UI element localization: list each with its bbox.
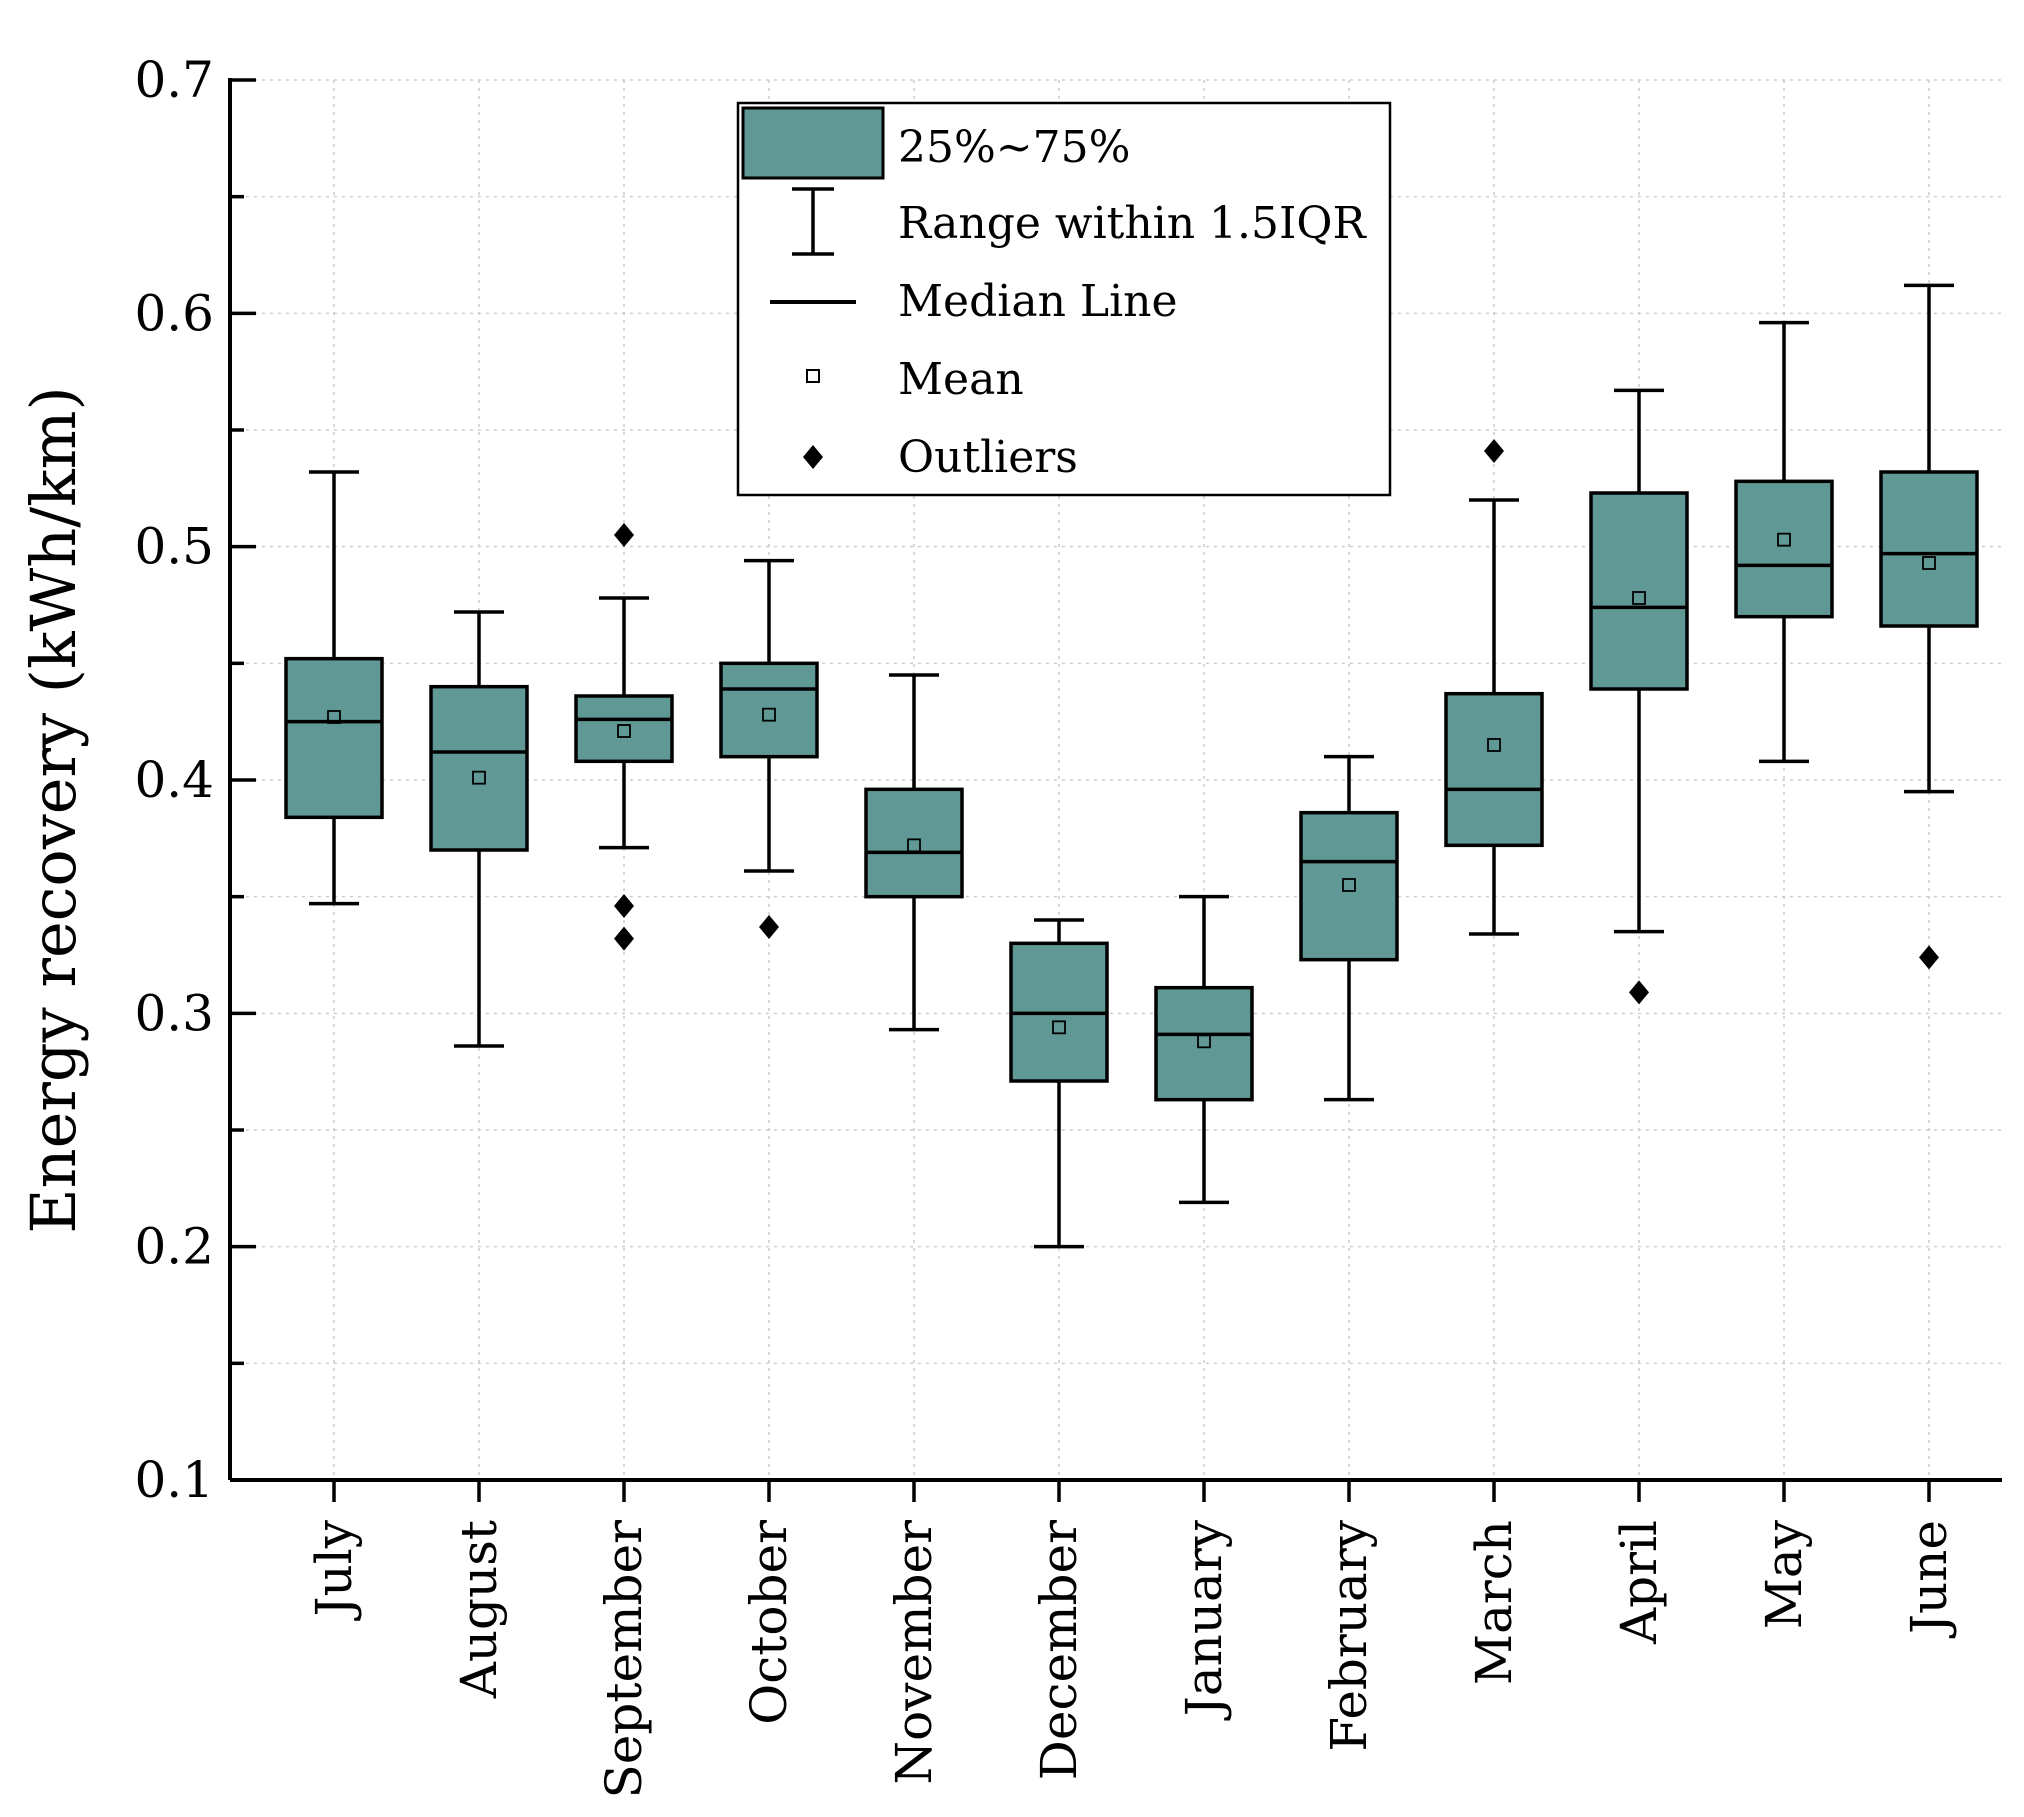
legend-whisker-label: Range within 1.5IQR: [898, 198, 1367, 249]
iqr-box: [574, 694, 674, 764]
outlier-marker: [1919, 945, 1939, 970]
iqr-box: [429, 684, 529, 852]
legend-box-label: 25%~75%: [898, 122, 1130, 173]
mean-marker: [617, 724, 631, 738]
box-june: [1879, 283, 1979, 970]
mean-marker: [472, 770, 486, 785]
iqr-box: [1444, 691, 1544, 848]
x-tick-label: June: [1900, 1520, 1958, 1639]
iqr-box: [284, 656, 384, 820]
mean-marker: [327, 710, 341, 724]
x-tick-label: July: [305, 1519, 363, 1621]
x-tick-label: April: [1610, 1520, 1668, 1645]
outlier-marker: [1484, 439, 1504, 463]
mean-marker: [1052, 1020, 1066, 1035]
box-series: [284, 283, 1979, 1249]
mean-marker: [762, 707, 776, 722]
iqr-box: [1589, 491, 1689, 691]
box-february: [1299, 754, 1399, 1102]
box-july: [284, 470, 384, 906]
y-tick-label: 0.5: [134, 518, 214, 576]
y-tick-label: 0.3: [134, 984, 214, 1042]
mean-marker: [1632, 591, 1646, 605]
mean-marker: [907, 838, 921, 853]
x-tick-label: October: [740, 1520, 798, 1725]
outlier-marker: [614, 523, 634, 547]
iqr-box: [864, 787, 964, 899]
x-tick-label: May: [1755, 1519, 1813, 1629]
box-april: [1589, 388, 1689, 1005]
x-tick-label: February: [1320, 1519, 1378, 1751]
legend-median-label: Median Line: [898, 276, 1178, 327]
x-tick-label: March: [1465, 1520, 1523, 1685]
legend-whisker-icon: [792, 187, 834, 256]
y-axis-label: Energy recovery (kWh/km): [17, 386, 90, 1233]
box-march: [1444, 439, 1544, 936]
box-october: [719, 558, 819, 939]
x-tick-label: December: [1030, 1520, 1088, 1780]
mean-marker: [1777, 532, 1791, 547]
outlier-marker: [614, 894, 634, 918]
legend-box-swatch: [741, 106, 885, 180]
mean-marker: [1487, 738, 1501, 752]
x-tick-label: August: [450, 1520, 508, 1699]
mean-marker: [1922, 556, 1936, 570]
outlier-marker: [759, 915, 779, 939]
x-tick-label: September: [595, 1520, 653, 1799]
legend-outlier-label: Outliers: [898, 432, 1078, 483]
legend: 25%~75% Range within 1.5IQR Median Line …: [736, 101, 1392, 497]
iqr-box: [1734, 479, 1834, 619]
y-tick-label: 0.6: [134, 284, 214, 342]
box-december: [1009, 918, 1109, 1249]
x-tick-label: January: [1175, 1519, 1233, 1721]
mean-marker: [1342, 878, 1356, 892]
legend-outlier-icon: [803, 445, 823, 469]
mean-marker: [1197, 1034, 1211, 1049]
legend-mean-icon: [806, 369, 820, 383]
box-september: [574, 523, 674, 951]
iqr-box: [1299, 810, 1399, 962]
iqr-box: [1154, 985, 1254, 1102]
outlier-marker: [614, 926, 634, 951]
outlier-marker: [1629, 980, 1649, 1005]
box-november: [864, 673, 964, 1032]
box-august: [429, 610, 529, 1048]
box-january: [1154, 894, 1254, 1205]
y-tick-label: 0.2: [134, 1218, 214, 1276]
iqr-box: [1879, 470, 1979, 628]
y-tick-label: 0.4: [134, 751, 214, 809]
box-may: [1734, 320, 1834, 764]
y-tick-label: 0.7: [134, 51, 214, 109]
y-tick-label: 0.1: [134, 1451, 214, 1509]
x-tick-label: November: [885, 1520, 943, 1785]
legend-mean-label: Mean: [898, 354, 1024, 405]
axes: 0.1 0.2 0.3 0.4 0.5 0.6 0.7 July August September…: [134, 51, 2002, 1798]
iqr-box: [719, 661, 819, 759]
